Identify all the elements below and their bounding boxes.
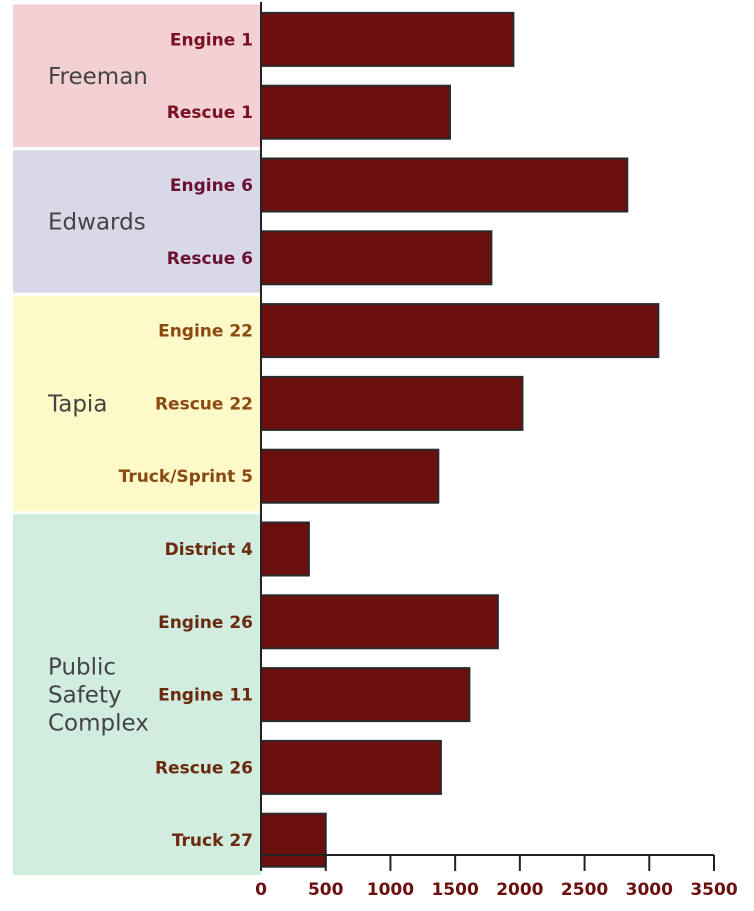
bar (260, 812, 327, 868)
category-label: Engine 22 (158, 322, 253, 342)
x-tick-label: 500 (308, 880, 344, 900)
category-label: Engine 26 (158, 613, 253, 633)
bar (260, 521, 310, 577)
bar (260, 230, 493, 286)
x-tick-label: 2500 (561, 880, 608, 900)
group-label: Safety (48, 683, 122, 709)
bar (260, 84, 451, 140)
x-tick-label: 3000 (626, 880, 673, 900)
category-label: Truck 27 (172, 831, 253, 851)
group-band-0 (13, 4, 261, 148)
x-tick-label: 3500 (690, 880, 737, 900)
bar (260, 594, 499, 650)
bar (260, 739, 442, 795)
bar (260, 375, 524, 431)
category-label: District 4 (165, 540, 254, 560)
labels: Freeman Engine 1 Rescue 1 Edwards Engine 6 Re… (47, 30, 253, 851)
category-label: Truck/Sprint 5 (119, 467, 253, 487)
category-label: Rescue 1 (167, 103, 253, 123)
x-tick-label: 1000 (367, 880, 414, 900)
group-bands (13, 4, 261, 876)
category-label: Rescue 6 (167, 249, 253, 269)
group-label: Edwards (48, 209, 146, 235)
group-label: Complex (48, 711, 149, 737)
x-tick-label: 0 (255, 880, 267, 900)
category-label: Engine 6 (170, 176, 253, 196)
bar (260, 11, 515, 67)
bar (260, 448, 440, 504)
bar (260, 303, 660, 359)
x-tick-label: 2000 (496, 880, 543, 900)
category-label: Engine 11 (158, 686, 253, 706)
x-tick-label: 1500 (431, 880, 478, 900)
bar (260, 667, 471, 723)
group-label: Public (48, 655, 116, 681)
category-label: Rescue 22 (155, 394, 253, 414)
bars (260, 11, 660, 868)
category-label: Engine 1 (170, 30, 253, 50)
category-label: Rescue 26 (155, 758, 253, 778)
bar (260, 157, 629, 213)
group-label: Tapia (47, 391, 107, 417)
group-band-2 (13, 295, 261, 512)
group-band-1 (13, 150, 261, 293)
group-label: Freeman (48, 64, 148, 90)
group-band-3 (13, 514, 261, 876)
